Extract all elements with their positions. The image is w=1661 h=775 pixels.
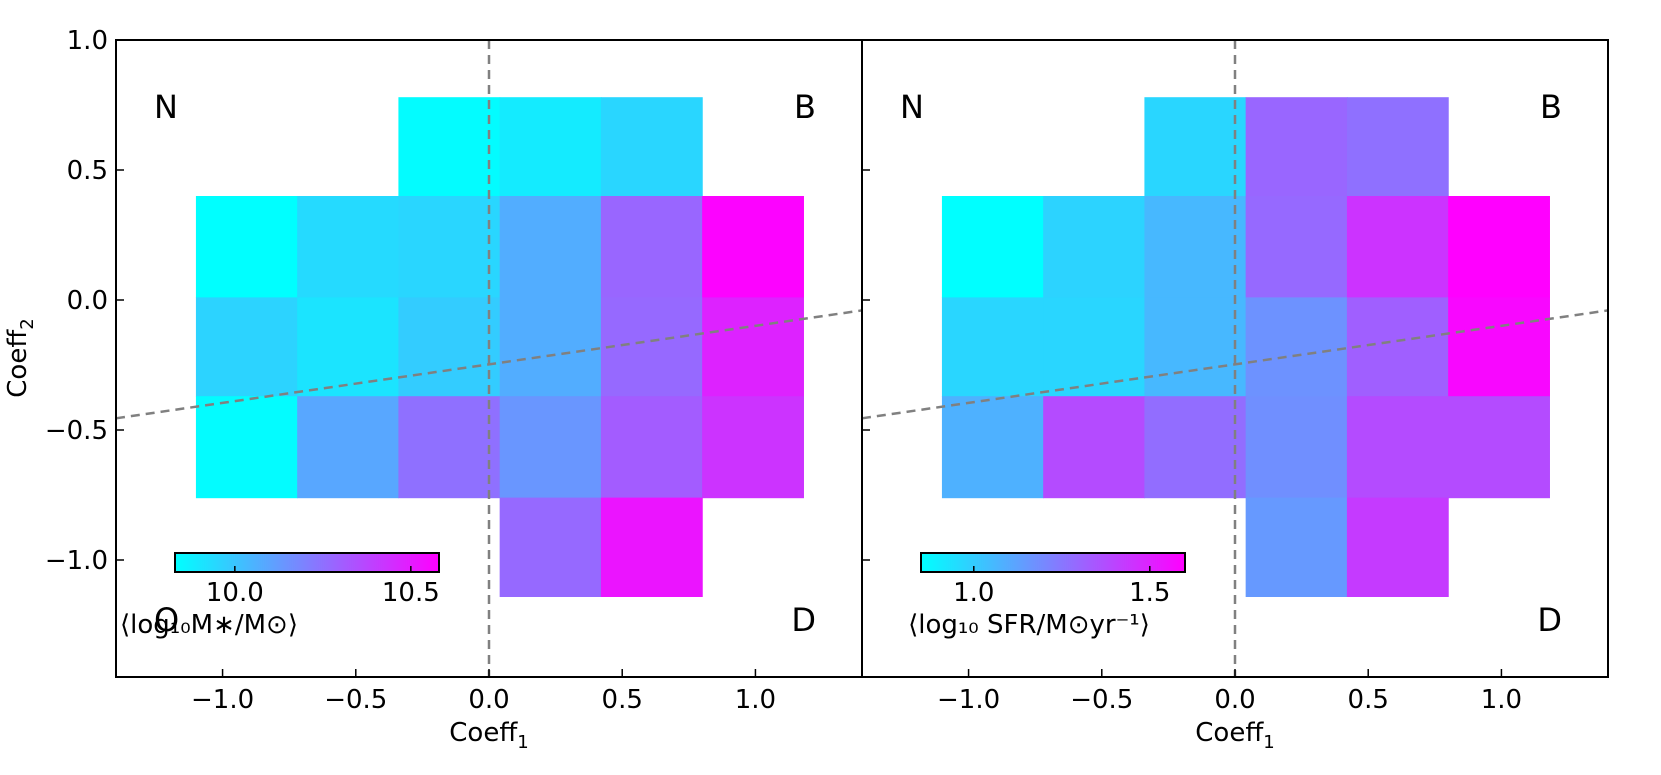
x-axis-label-main: Coeff	[449, 718, 518, 748]
star-formation-rate-corner-label-d: D	[1537, 601, 1562, 639]
star-formation-rate-heatmap-cell	[1346, 196, 1449, 298]
star-formation-rate-corner-label-b: B	[1540, 88, 1562, 126]
stellar-mass-heatmap-cell	[398, 196, 501, 298]
star-formation-rate-x-tick-label: −1.0	[937, 685, 1000, 715]
stellar-mass-heatmap-cell	[600, 297, 703, 397]
star-formation-rate-heatmap-cell	[1043, 396, 1146, 499]
star-formation-rate-heatmap-cell	[1448, 396, 1550, 499]
x-axis-label-main: Coeff	[1195, 718, 1264, 748]
stellar-mass-heatmap-cell	[499, 497, 602, 597]
star-formation-rate-heatmap-cell	[1144, 196, 1247, 298]
star-formation-rate-heatmap-cell	[1245, 297, 1348, 397]
star-formation-rate-colorbar-tick-label: 1.0	[953, 578, 994, 608]
star-formation-rate-x-axis-label: Coeff1	[1195, 718, 1274, 753]
star-formation-rate-colorbar-tick-label: 1.5	[1129, 578, 1170, 608]
star-formation-rate-heatmap-cell	[1448, 297, 1550, 397]
stellar-mass-heatmap-cell	[398, 396, 501, 499]
star-formation-rate-heatmap-cell	[1245, 396, 1348, 499]
stellar-mass-y-tick-label: 0.5	[67, 156, 108, 186]
stellar-mass-heatmap-cell	[499, 297, 602, 397]
star-formation-rate-corner-label-n: N	[900, 88, 924, 126]
stellar-mass-heatmap-cell	[499, 97, 602, 197]
star-formation-rate-heatmap-cell	[1448, 196, 1550, 298]
x-axis-label-subscript: 1	[517, 732, 528, 753]
stellar-mass-heatmap-cell	[195, 396, 298, 499]
stellar-mass-y-tick-label: −0.5	[45, 416, 108, 446]
star-formation-rate-heatmap-cell	[1346, 297, 1449, 397]
stellar-mass-heatmap-cell	[600, 497, 703, 597]
star-formation-rate-heatmap-cell	[1245, 97, 1348, 197]
stellar-mass-heatmap-cell	[499, 396, 602, 499]
star-formation-rate-heatmap-cell	[1346, 97, 1449, 197]
stellar-mass-heatmap-cell	[398, 297, 501, 397]
stellar-mass-heatmap-cell	[702, 196, 804, 298]
stellar-mass-x-tick-label: −0.5	[324, 685, 387, 715]
stellar-mass-heatmap-cell	[600, 396, 703, 499]
stellar-mass-x-tick-label: 0.5	[602, 685, 643, 715]
stellar-mass-heatmap-cell	[195, 297, 298, 397]
stellar-mass-x-tick-label: 1.0	[735, 685, 776, 715]
star-formation-rate-heatmap-cell	[1144, 396, 1247, 499]
stellar-mass-heatmap-cell	[195, 196, 298, 298]
star-formation-rate-heatmap-cell	[1346, 396, 1449, 499]
stellar-mass-y-tick-label: 1.0	[67, 26, 108, 56]
stellar-mass-y-tick-label: 0.0	[67, 286, 108, 316]
star-formation-rate-heatmap-cell	[941, 396, 1044, 499]
stellar-mass-corner-label-n: N	[154, 88, 178, 126]
star-formation-rate-colorbar	[920, 552, 1186, 573]
stellar-mass-corner-label-b: B	[794, 88, 816, 126]
star-formation-rate-heatmap-cell	[1144, 97, 1247, 197]
star-formation-rate-heatmap-cell	[941, 196, 1044, 298]
stellar-mass-y-tick-label: −1.0	[45, 546, 108, 576]
stellar-mass-heatmap-cell	[297, 396, 400, 499]
stellar-mass-heatmap-cell	[297, 196, 400, 298]
stellar-mass-heatmap-cell	[600, 196, 703, 298]
star-formation-rate-x-tick-label: 0.0	[1214, 685, 1255, 715]
stellar-mass-dividing-dashed-line	[115, 309, 863, 420]
star-formation-rate-heatmap-cell	[1245, 196, 1348, 298]
stellar-mass-colorbar-tick-label: 10.5	[382, 578, 440, 608]
x-axis-label-subscript: 1	[1263, 732, 1274, 753]
stellar-mass-x-tick-label: 0.0	[468, 685, 509, 715]
star-formation-rate-heatmap-cell	[1346, 497, 1449, 597]
stellar-mass-corner-label-o: O	[154, 601, 179, 639]
stellar-mass-colorbar-label: ⟨log₁₀M∗/M⊙⟩	[120, 610, 298, 640]
stellar-mass-corner-label-d: D	[791, 601, 816, 639]
star-formation-rate-x-tick-label: 0.5	[1348, 685, 1389, 715]
star-formation-rate-colorbar-label: ⟨log₁₀ SFR/M⊙yr⁻¹⟩	[908, 610, 1150, 640]
y-axis-label-main: Coeff	[3, 329, 33, 398]
stellar-mass-x-axis-label: Coeff1	[449, 718, 528, 753]
star-formation-rate-heatmap-cell	[1043, 297, 1146, 397]
star-formation-rate-x-tick-label: 1.0	[1481, 685, 1522, 715]
y-axis-label: Coeff2	[3, 318, 38, 397]
star-formation-rate-heatmap-cell	[941, 297, 1044, 397]
stellar-mass-heatmap-cell	[702, 297, 804, 397]
y-axis-label-subscript: 2	[17, 318, 38, 329]
stellar-mass-colorbar	[174, 552, 440, 573]
stellar-mass-heatmap-cell	[702, 396, 804, 499]
star-formation-rate-dividing-dashed-line	[861, 309, 1609, 420]
star-formation-rate-panel-frame	[861, 39, 1609, 678]
star-formation-rate-x-tick-label: −0.5	[1070, 685, 1133, 715]
stellar-mass-heatmap-cell	[398, 97, 501, 197]
star-formation-rate-heatmap-cell	[1043, 196, 1146, 298]
stellar-mass-heatmap-cell	[499, 196, 602, 298]
star-formation-rate-heatmap-cell	[1245, 497, 1348, 597]
stellar-mass-heatmap-cell	[297, 297, 400, 397]
stellar-mass-heatmap-cell	[600, 97, 703, 197]
star-formation-rate-heatmap-cell	[1144, 297, 1247, 397]
stellar-mass-colorbar-tick-label: 10.0	[206, 578, 264, 608]
stellar-mass-x-tick-label: −1.0	[191, 685, 254, 715]
